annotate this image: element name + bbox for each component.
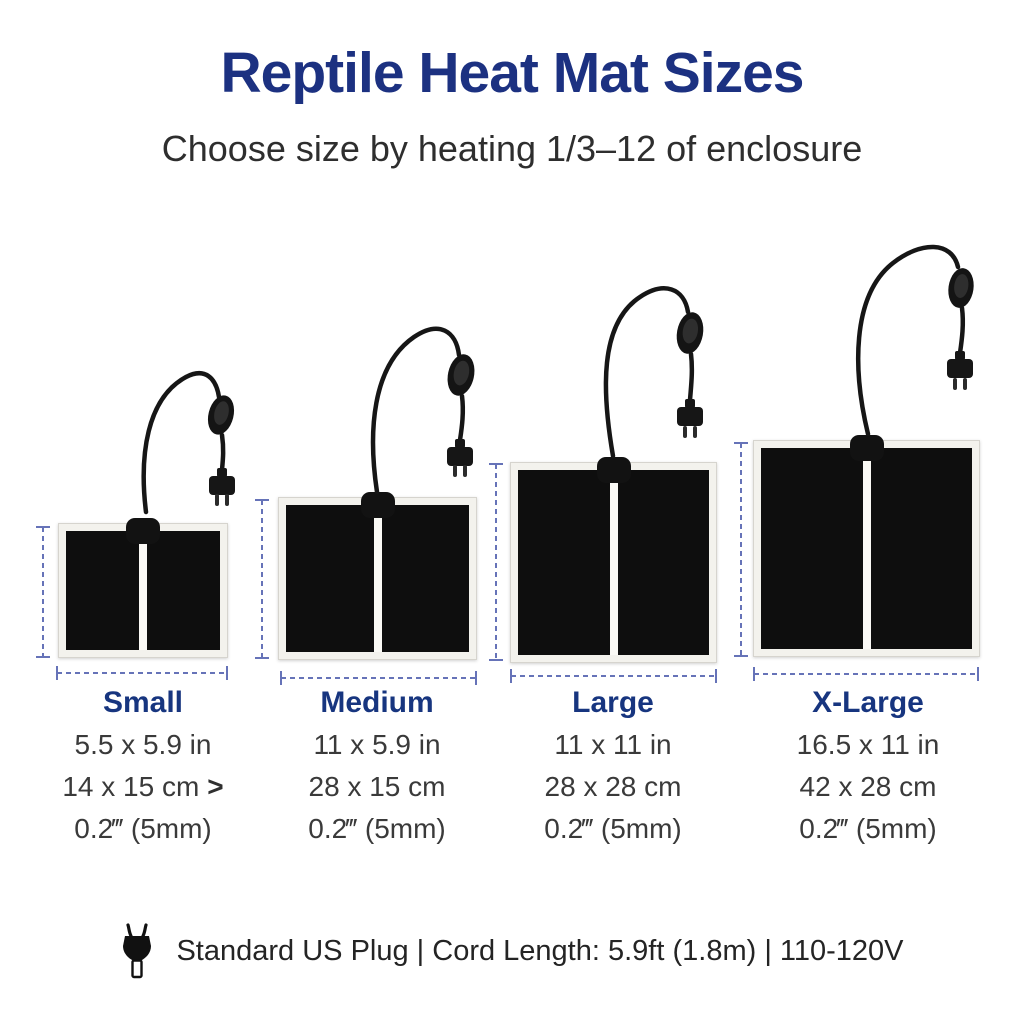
footer: Standard US Plug | Cord Length: 5.9ft (1… (0, 922, 1024, 980)
us-plug-medium-icon (447, 439, 473, 477)
width-measure-medium (280, 671, 477, 685)
size-inches: 16.5 x 11 in (796, 729, 940, 760)
size-cm: 28 x 28 cm (544, 771, 682, 802)
size-thickness: 0.2‴ (5mm) (799, 813, 937, 844)
size-thickness: 0.2‴ (5mm) (544, 813, 682, 844)
us-plug-small-icon (209, 468, 235, 506)
size-cm: 42 x 28 cm (799, 771, 937, 802)
dimmer-switch-small-icon (207, 395, 235, 435)
heat-mat-medium (278, 492, 477, 660)
size-inches: 5.5 x 5.9 in (74, 729, 212, 760)
power-cord-xlarge-icon (856, 244, 966, 437)
size-card-large: Large 11 x 11 in 28 x 28 cm 0.2‴ (5mm) (503, 684, 723, 850)
dimmer-switch-large-icon (676, 312, 704, 354)
page-subtitle: Choose size by heating 1/3–12 of enclosu… (161, 128, 863, 169)
size-inches: 11 x 5.9 in (313, 729, 441, 760)
heat-mat-small (58, 518, 228, 658)
mat-divider-stripe (862, 448, 871, 649)
heat-mat-large (510, 457, 717, 663)
us-plug-xlarge-icon (947, 351, 973, 390)
cord-connector (849, 435, 884, 461)
size-thickness: 0.2‴ (5mm) (308, 813, 446, 844)
width-measure-large (510, 669, 717, 683)
power-cord-large-icon (603, 286, 695, 459)
size-card-medium: Medium 11 x 5.9 in 28 x 15 cm 0.2‴ (5mm) (267, 684, 487, 850)
size-card-small: Small 5.5 x 5.9 in 14 x 15 cm > 0.2‴ (5mm… (33, 684, 253, 850)
size-inches: 11 x 11 in (554, 729, 672, 760)
width-measure-small (56, 666, 228, 680)
height-measure-small (36, 526, 50, 658)
mat-divider-stripe (373, 505, 382, 652)
cord-connector (596, 457, 631, 483)
cord-connector (360, 492, 395, 518)
power-cord-small-icon (141, 371, 226, 515)
height-measure-medium (255, 499, 269, 659)
size-thickness: 0.2‴ (5mm) (74, 813, 212, 844)
size-card-xlarge: X-Large 16.5 x 11 in 42 x 28 cm 0.2‴ (5m… (758, 684, 978, 850)
dimmer-switch-xlarge-icon (948, 268, 974, 308)
size-cm: 14 x 15 cm > (62, 771, 224, 802)
size-name: Large (572, 686, 654, 719)
us-plug-icon (123, 923, 152, 979)
chevron-right-icon: > (207, 771, 224, 802)
mat-divider-stripe (609, 470, 618, 655)
power-cord-medium-icon (370, 326, 466, 495)
page-title: Reptile Heat Mat Sizes (220, 41, 804, 105)
height-measure-large (489, 463, 503, 661)
height-measure-xlarge (734, 442, 748, 657)
size-cm: 28 x 15 cm (308, 771, 446, 802)
size-name: Small (102, 686, 184, 719)
footer-text: Standard US Plug | Cord Length: 5.9ft (1… (176, 934, 904, 967)
dimmer-switch-medium-icon (447, 354, 475, 396)
size-name: X-Large (812, 686, 924, 719)
cord-connector (126, 518, 160, 544)
width-measure-xlarge (753, 667, 979, 681)
heat-mat-xlarge (753, 435, 980, 657)
us-plug-large-icon (677, 399, 703, 438)
mat-divider-stripe (139, 531, 147, 650)
size-name: Medium (320, 686, 434, 719)
